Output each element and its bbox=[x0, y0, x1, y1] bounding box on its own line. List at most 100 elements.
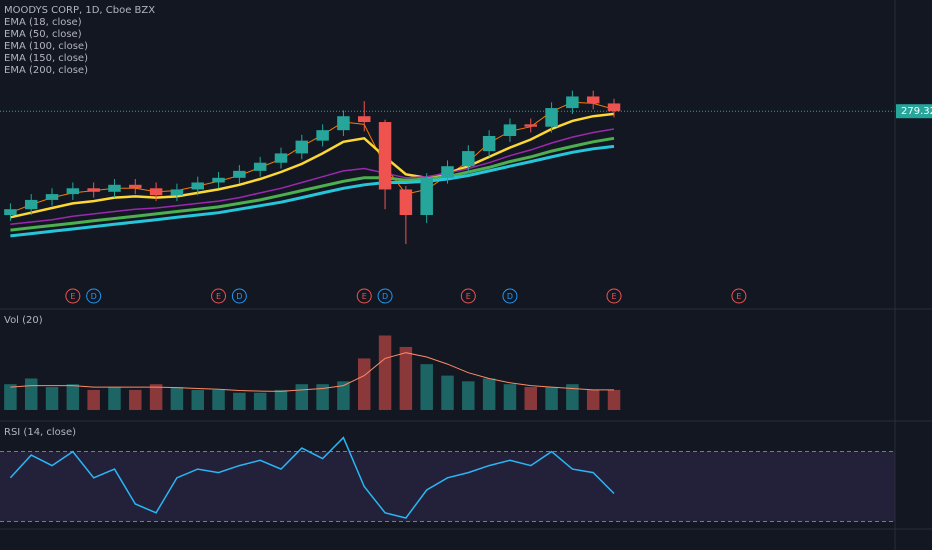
volume-bar bbox=[191, 389, 204, 410]
volume-bar bbox=[45, 387, 59, 410]
volume-bar bbox=[170, 387, 184, 410]
event-label: E bbox=[362, 292, 367, 301]
candle-body bbox=[87, 188, 100, 192]
candle-body bbox=[566, 96, 579, 109]
volume-bar bbox=[295, 384, 309, 410]
candle-body bbox=[545, 108, 558, 127]
event-label: D bbox=[91, 292, 97, 301]
candle-body bbox=[129, 184, 142, 189]
legend-entry: EMA (200, close) bbox=[4, 65, 88, 76]
last-price-label: 279.32 bbox=[901, 106, 932, 117]
event-label: E bbox=[70, 292, 75, 301]
legend-entry: EMA (150, close) bbox=[4, 53, 88, 64]
volume-bar bbox=[607, 389, 621, 410]
volume-bar bbox=[462, 381, 475, 410]
volume-bar bbox=[233, 392, 246, 410]
ema-line bbox=[10, 128, 615, 226]
legend-entry: EMA (100, close) bbox=[4, 41, 88, 52]
event-marker bbox=[231, 288, 247, 304]
volume-bar bbox=[441, 375, 454, 410]
event-label: E bbox=[466, 292, 471, 301]
event-label: D bbox=[382, 292, 388, 301]
candle-body bbox=[399, 189, 413, 216]
rsi-band bbox=[0, 451, 895, 522]
volume-bar bbox=[420, 364, 433, 410]
last-price-box bbox=[896, 104, 932, 119]
volume-bar bbox=[399, 346, 413, 410]
candle-body bbox=[378, 122, 392, 190]
event-marker bbox=[377, 288, 393, 304]
candle-body bbox=[503, 124, 517, 136]
candle-body bbox=[108, 184, 121, 192]
event-label: D bbox=[236, 292, 242, 301]
volume-bar bbox=[337, 381, 350, 410]
volume-bar bbox=[274, 389, 288, 410]
ema-line bbox=[10, 112, 615, 219]
event-marker bbox=[86, 288, 102, 304]
volume-bar bbox=[129, 389, 142, 410]
event-marker bbox=[606, 288, 622, 304]
marks bbox=[0, 90, 932, 523]
volume-bar bbox=[545, 387, 558, 410]
event-label: E bbox=[736, 292, 741, 301]
volume-bar bbox=[566, 384, 579, 410]
volume-bar bbox=[212, 389, 225, 410]
labels: MOODYS CORP, 1D, Cboe BZX Vol (20) RSI (… bbox=[4, 5, 932, 438]
volume-bar bbox=[4, 384, 17, 410]
candle-body bbox=[358, 116, 371, 123]
candle-body bbox=[66, 188, 80, 195]
legend-entry: EMA (18, close) bbox=[4, 17, 82, 28]
candle-body bbox=[337, 116, 350, 131]
event-marker bbox=[211, 288, 227, 304]
volume-bar bbox=[87, 389, 100, 410]
volume-bar bbox=[24, 378, 38, 410]
chart-title: MOODYS CORP, 1D, Cboe BZX bbox=[4, 5, 155, 16]
candle-body bbox=[24, 199, 38, 210]
event-marker bbox=[65, 288, 81, 304]
candle-body bbox=[441, 166, 454, 178]
candle-body bbox=[233, 170, 246, 178]
volume-bar bbox=[108, 387, 121, 410]
ema-line bbox=[10, 136, 615, 232]
candle-body bbox=[586, 96, 600, 104]
candle-body bbox=[212, 177, 225, 183]
volume-bar bbox=[66, 384, 80, 410]
volume-bar bbox=[358, 358, 371, 410]
candle-body bbox=[191, 182, 204, 190]
volume-bar bbox=[316, 384, 329, 410]
volume-bar bbox=[586, 389, 600, 410]
candle-body bbox=[295, 140, 309, 154]
volume-bar bbox=[378, 335, 392, 410]
event-marker bbox=[356, 288, 372, 304]
event-marker bbox=[460, 288, 476, 304]
pane-title: RSI (14, close) bbox=[4, 427, 76, 438]
volume-bar bbox=[482, 378, 496, 410]
volume-bar bbox=[524, 387, 537, 410]
volume-bar bbox=[253, 392, 267, 410]
candle-body bbox=[149, 188, 163, 196]
event-marker bbox=[502, 288, 518, 304]
candle-body bbox=[316, 130, 329, 141]
candle-body bbox=[45, 194, 59, 200]
event-label: E bbox=[216, 292, 221, 301]
volume-ma-line bbox=[10, 352, 614, 392]
legend-entry: EMA (50, close) bbox=[4, 29, 82, 40]
event-label: D bbox=[507, 292, 513, 301]
event-marker bbox=[731, 288, 747, 304]
candle-body bbox=[462, 151, 475, 167]
candle-body bbox=[4, 209, 17, 216]
candle-body bbox=[524, 124, 537, 127]
rsi-line bbox=[9, 436, 615, 519]
volume-bar bbox=[503, 384, 517, 410]
volume-bar bbox=[149, 384, 163, 410]
candle-body bbox=[274, 153, 288, 163]
candle-body bbox=[607, 103, 621, 112]
candle-body bbox=[482, 135, 496, 152]
candle-body bbox=[253, 162, 267, 171]
event-label: E bbox=[611, 292, 616, 301]
candle-body bbox=[170, 189, 184, 196]
ema-line bbox=[10, 144, 615, 238]
pane-title: Vol (20) bbox=[4, 315, 43, 326]
